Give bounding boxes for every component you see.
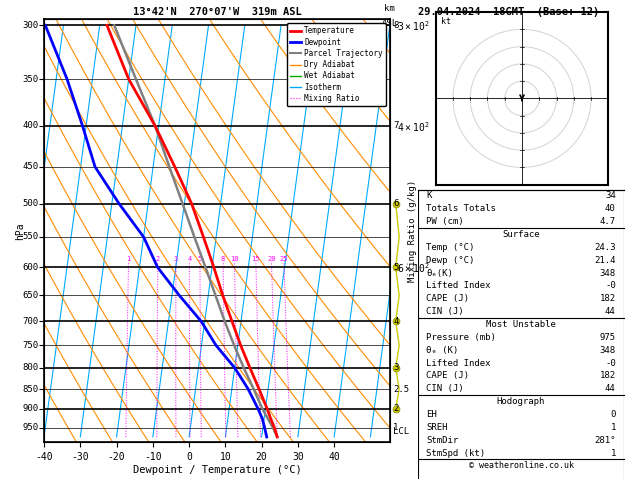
Text: hPa: hPa bbox=[15, 222, 25, 240]
Text: 40: 40 bbox=[605, 204, 616, 213]
Text: 400: 400 bbox=[23, 122, 39, 130]
Text: Most Unstable: Most Unstable bbox=[486, 320, 556, 329]
Text: CIN (J): CIN (J) bbox=[426, 307, 464, 316]
Text: SREH: SREH bbox=[426, 423, 448, 432]
Text: 3: 3 bbox=[393, 364, 399, 372]
Legend: Temperature, Dewpoint, Parcel Trajectory, Dry Adiabat, Wet Adiabat, Isotherm, Mi: Temperature, Dewpoint, Parcel Trajectory… bbox=[287, 23, 386, 106]
Text: EH: EH bbox=[426, 410, 437, 419]
Text: 10: 10 bbox=[230, 256, 239, 261]
Text: 600: 600 bbox=[23, 263, 39, 272]
Text: Totals Totals: Totals Totals bbox=[426, 204, 496, 213]
Text: 900: 900 bbox=[23, 404, 39, 414]
Text: 700: 700 bbox=[23, 317, 39, 326]
Text: StmDir: StmDir bbox=[426, 435, 459, 445]
Text: kt: kt bbox=[441, 17, 451, 26]
Text: 2.5: 2.5 bbox=[393, 384, 409, 394]
Text: K: K bbox=[426, 191, 431, 200]
Text: θₑ (K): θₑ (K) bbox=[426, 346, 459, 355]
Text: 6: 6 bbox=[393, 199, 399, 208]
Text: 650: 650 bbox=[23, 291, 39, 300]
Text: Lifted Index: Lifted Index bbox=[426, 281, 491, 291]
Text: -0: -0 bbox=[605, 281, 616, 291]
Text: 25: 25 bbox=[280, 256, 288, 261]
Text: θₑ(K): θₑ(K) bbox=[426, 269, 454, 278]
Text: 450: 450 bbox=[23, 162, 39, 172]
Text: 1: 1 bbox=[610, 423, 616, 432]
Text: 500: 500 bbox=[23, 199, 39, 208]
Text: -0: -0 bbox=[605, 359, 616, 367]
Text: CAPE (J): CAPE (J) bbox=[426, 295, 469, 303]
Text: LCL: LCL bbox=[393, 427, 409, 436]
Text: Surface: Surface bbox=[502, 230, 540, 239]
Text: Pressure (mb): Pressure (mb) bbox=[426, 333, 496, 342]
Text: 300: 300 bbox=[23, 21, 39, 30]
Text: 5: 5 bbox=[198, 256, 202, 261]
Text: 350: 350 bbox=[23, 75, 39, 84]
Text: Hodograph: Hodograph bbox=[497, 397, 545, 406]
X-axis label: Dewpoint / Temperature (°C): Dewpoint / Temperature (°C) bbox=[133, 465, 301, 475]
Text: 4.7: 4.7 bbox=[599, 217, 616, 226]
Text: StmSpd (kt): StmSpd (kt) bbox=[426, 449, 486, 457]
Text: 8: 8 bbox=[393, 21, 399, 30]
Text: 2: 2 bbox=[156, 256, 160, 261]
Text: 1: 1 bbox=[126, 256, 131, 261]
Text: 0: 0 bbox=[610, 410, 616, 419]
Text: 348: 348 bbox=[599, 269, 616, 278]
Text: 8: 8 bbox=[221, 256, 225, 261]
Text: km: km bbox=[384, 4, 395, 13]
Text: 348: 348 bbox=[599, 346, 616, 355]
Text: CIN (J): CIN (J) bbox=[426, 384, 464, 393]
Text: 44: 44 bbox=[605, 307, 616, 316]
Text: 4: 4 bbox=[187, 256, 191, 261]
Text: 550: 550 bbox=[23, 232, 39, 242]
Text: 20: 20 bbox=[267, 256, 276, 261]
Text: Lifted Index: Lifted Index bbox=[426, 359, 491, 367]
Text: 975: 975 bbox=[599, 333, 616, 342]
Text: 3: 3 bbox=[174, 256, 178, 261]
Text: 800: 800 bbox=[23, 364, 39, 372]
Text: 182: 182 bbox=[599, 371, 616, 381]
Text: 34: 34 bbox=[605, 191, 616, 200]
Text: 15: 15 bbox=[252, 256, 260, 261]
Text: Temp (°C): Temp (°C) bbox=[426, 243, 475, 252]
Text: CAPE (J): CAPE (J) bbox=[426, 371, 469, 381]
Text: 281°: 281° bbox=[594, 435, 616, 445]
Text: PW (cm): PW (cm) bbox=[426, 217, 464, 226]
Text: 24.3: 24.3 bbox=[594, 243, 616, 252]
Text: © weatheronline.co.uk: © weatheronline.co.uk bbox=[469, 461, 574, 470]
Text: 1: 1 bbox=[610, 449, 616, 457]
Text: 44: 44 bbox=[605, 384, 616, 393]
Title: 13°42'N  270°07'W  319m ASL: 13°42'N 270°07'W 319m ASL bbox=[133, 7, 301, 17]
Text: 950: 950 bbox=[23, 423, 39, 433]
Text: 182: 182 bbox=[599, 295, 616, 303]
Text: 4: 4 bbox=[393, 317, 399, 326]
Text: 29.04.2024  18GMT  (Base: 12): 29.04.2024 18GMT (Base: 12) bbox=[418, 7, 599, 17]
Text: Mixing Ratio (g/kg): Mixing Ratio (g/kg) bbox=[408, 180, 417, 282]
Text: 5: 5 bbox=[393, 263, 399, 272]
Text: 21.4: 21.4 bbox=[594, 256, 616, 265]
Text: 1: 1 bbox=[393, 423, 399, 433]
Text: Dewp (°C): Dewp (°C) bbox=[426, 256, 475, 265]
Text: 2: 2 bbox=[393, 404, 399, 414]
Text: 7: 7 bbox=[393, 122, 399, 130]
Text: 850: 850 bbox=[23, 384, 39, 394]
Text: ASL: ASL bbox=[382, 19, 398, 28]
Text: 750: 750 bbox=[23, 341, 39, 350]
